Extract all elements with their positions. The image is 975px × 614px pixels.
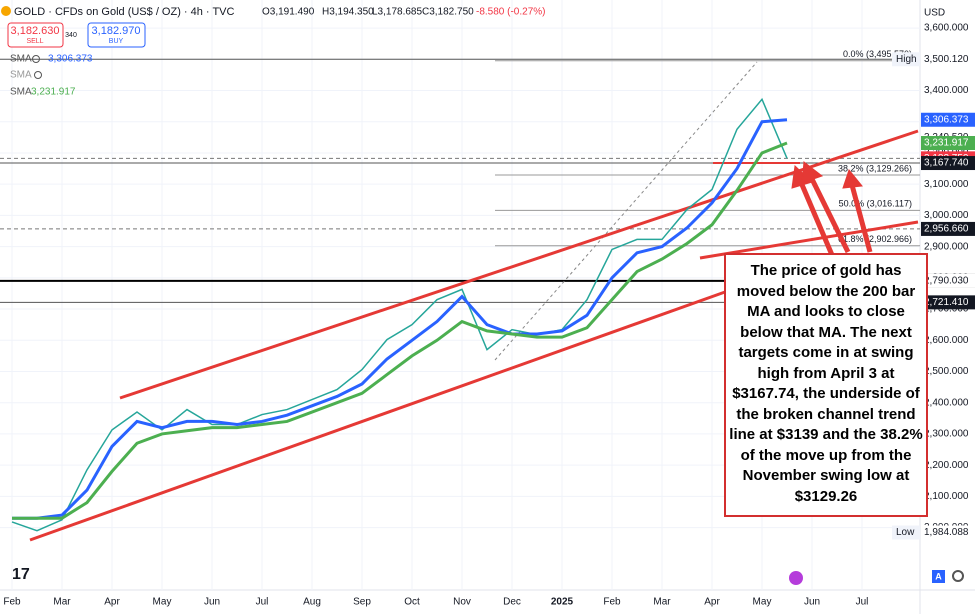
price-label: 3,306.373 [924,114,969,125]
x-tick-label: 2025 [551,597,574,608]
y-tick-label: 3,100.000 [924,179,969,190]
tag-label: Low [896,527,915,538]
x-tick-label: Nov [453,597,471,608]
price-axis: 2,000.0002,100.0002,200.0002,300.0002,40… [892,23,975,540]
x-tick-label: Dec [503,597,521,608]
price-label-box [921,156,975,171]
eye-off-icon[interactable] [34,71,42,79]
x-tick-label: Feb [3,597,21,608]
series [11,97,788,532]
eye-icon[interactable] [32,55,40,63]
arrow [807,173,851,254]
y-tick-label: 3,000.000 [924,210,969,221]
sell-button[interactable] [7,22,64,48]
ohlc: C3,182.750 [422,7,474,18]
price-label-box [921,112,975,127]
y-tick-label: 2,300.000 [924,429,969,440]
x-tick-label: Mar [53,597,71,608]
x-tick-label: Jun [804,597,820,608]
x-tick-label: Jun [204,597,220,608]
symbol-title: GOLD · CFDs on Gold (US$ / OZ) · 4h · TV… [14,6,235,18]
annotation: The price of gold has moved below the 20… [724,253,928,517]
spread: 340 [65,32,77,39]
auto-label[interactable]: A [935,571,942,581]
tag-box [892,52,920,67]
fib-label: 0.0% (3,495.570) [843,49,912,59]
price-label: 3,167.740 [924,158,969,169]
series-line [12,118,788,520]
icon [789,571,803,585]
sell-price[interactable]: 3,182.630 [11,25,60,37]
y-tick-label: 2,100.000 [924,491,969,502]
arrow-head [801,161,824,184]
x-tick-label: Feb [603,597,621,608]
price-label-box [921,52,975,67]
fib-label: 38.2% (3,129.266) [838,163,912,173]
price-label: 3,500.120 [924,54,969,65]
auto-button[interactable] [932,570,945,583]
x-tick-label: Jul [856,597,869,608]
sell-label[interactable]: SELL [26,38,43,45]
price-label-box [921,273,975,288]
price-label-box [921,525,975,540]
x-tick-label: Mar [653,597,671,608]
x-tick-label: Apr [104,597,120,608]
fib-trend [494,61,758,361]
arrow [849,184,873,253]
settings-button[interactable] [952,570,964,582]
arrows [791,161,873,256]
y-tick-label: 2,200.000 [924,460,969,471]
y-tick-label: 2,400.000 [924,397,969,408]
x-tick-label: May [753,597,772,608]
levels: 0.0% (3,495.570) 38.2% (3,129.266) 50.0% (… [0,49,920,303]
tag-box [892,525,920,540]
buy-label[interactable]: BUY [109,38,124,45]
price-label-box [921,221,975,236]
ohlc: L3,178.685 [372,7,422,18]
series-line [12,141,788,520]
channel-line [699,220,919,260]
series-line [11,97,788,532]
legend-label: SMA [10,87,32,98]
symbol-icon [1,6,11,16]
channel-line [119,129,919,400]
price-label: 2,790.030 [924,276,969,287]
legend-value: 3,231.917 [31,87,76,98]
y-tick-label: 3,600.000 [924,23,969,34]
x-tick-label: Oct [404,597,420,608]
arrow [797,179,835,256]
price-label: 3,231.917 [924,138,969,149]
ohlc: H3,194.350 [322,7,374,18]
price-label: 2,956.660 [924,224,969,235]
x-tick-label: Jul [256,597,269,608]
x-tick-label: May [153,597,172,608]
price-label-box [921,295,975,310]
x-tick-label: Apr [704,597,720,608]
ohlc-change: -8.580 (-0.27%) [476,7,545,18]
price-label-box [921,135,975,150]
time-axis: Feb Mar Apr May Jun Jul Aug Sep Oct Nov Dec 2025 Feb… [3,597,868,608]
price-label: 1,984.088 [924,527,969,538]
arrow-head [842,168,863,189]
tag-label: High [896,54,917,65]
currency: USD [924,8,945,19]
channel-line [29,290,726,542]
legend-value: 3,306.373 [48,54,93,65]
y-tick-label: 2,900.000 [924,241,969,252]
fib-label: 50.0% (3,016.117) [839,199,912,209]
y-tick-label: 2,500.000 [924,366,969,377]
legend-label: SMA [10,70,32,81]
legend-label: SMA [10,54,32,65]
price-label: 2,721.410 [924,297,969,308]
x-tick-label: Sep [353,597,371,608]
x-tick-label: Aug [303,597,321,608]
y-tick-label: 3,400.000 [924,85,969,96]
ohlc: O3,191.490 [262,7,315,18]
buy-price[interactable]: 3,182.970 [92,25,141,37]
fib-label: 61.8% (2,902.966) [838,234,912,244]
y-tick-label: 2,600.000 [924,335,969,346]
tv-logo: 17 [12,566,30,583]
buy-button[interactable] [87,22,146,48]
